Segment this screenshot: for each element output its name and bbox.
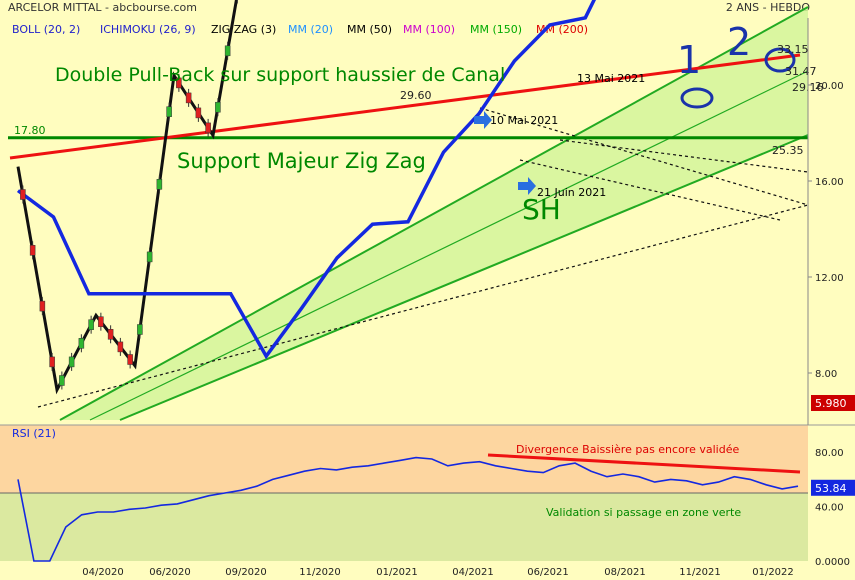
x-tick-label: 08/2021	[604, 567, 646, 578]
chart-title: ARCELOR MITTAL - abcbourse.com	[8, 1, 197, 14]
red-trendline	[9, 53, 801, 160]
candle-body	[176, 77, 182, 89]
level-note: 33.15	[777, 43, 809, 56]
annotation: SH	[522, 193, 561, 226]
x-tick-label: 04/2020	[82, 567, 124, 578]
candle-body	[98, 316, 104, 327]
channel-upper-line	[59, 6, 809, 421]
x-tick-label: 11/2020	[299, 567, 341, 578]
rsi-line	[17, 456, 799, 562]
indicator-legend: BOLL (20, 2) ICHIMOKU (26, 9) ZIG ZAG (3) M…	[12, 23, 588, 36]
arrow-icon	[518, 177, 536, 195]
candle-body	[185, 92, 192, 104]
x-tick-label: 06/2021	[527, 567, 569, 578]
candle-body	[127, 354, 133, 365]
trend-dashed-3	[519, 159, 781, 221]
candle-body	[117, 341, 124, 353]
legend-item: MM (150)	[470, 23, 522, 36]
x-tick-label: 04/2021	[452, 567, 494, 578]
axes: 8.0012.0016.0020.0024.0028.0032.0033.012…	[82, 18, 855, 578]
level-note: 25.35	[772, 144, 804, 157]
chart-period: 2 ANS - HEBDO	[726, 1, 810, 14]
x-tick-label: 06/2020	[149, 567, 191, 578]
candle-body	[20, 189, 26, 200]
rsi-pane: RSI (21) Divergence Baissière pas encore …	[0, 427, 855, 568]
candle-body	[49, 356, 55, 368]
y-tick-label: 12.00	[815, 273, 844, 284]
legend-item: MM (100)	[403, 23, 455, 36]
annotation: 13 Mai 2021	[577, 72, 645, 85]
level-label: 17.80	[14, 124, 46, 137]
y-tick-label: 16.00	[815, 177, 844, 188]
x-tick-label: 11/2021	[679, 567, 721, 578]
rsi-oversold-zone	[0, 493, 808, 561]
circle-marker-1	[680, 87, 714, 109]
annotation: 10 Mai 2021	[490, 114, 558, 127]
rsi-label: RSI (21)	[12, 427, 56, 440]
annotation: Double Pull-Back sur support haussier de…	[55, 64, 505, 86]
channel-mid-line	[89, 70, 809, 421]
zigzag-line	[16, 0, 238, 395]
candle-body	[156, 179, 163, 190]
x-tick-label: 09/2020	[225, 567, 267, 578]
circle-marker-2	[764, 47, 796, 73]
rsi-tick-label: 0.0000	[815, 557, 850, 568]
candle-body	[137, 324, 143, 335]
legend-item: MM (50)	[347, 23, 392, 36]
x-tick-label: 01/2022	[752, 567, 794, 578]
candle-body	[88, 319, 94, 330]
rsi-tick-label: 80.00	[815, 448, 844, 459]
legend-item: MM (20)	[288, 23, 333, 36]
rsi-divergence-line	[487, 453, 801, 474]
price-tag-label: 5.980	[815, 397, 847, 410]
y-tick-label: 8.00	[815, 369, 837, 380]
rsi-note: Divergence Baissière pas encore validée	[516, 443, 739, 456]
candle-body	[59, 375, 65, 386]
arrow-icon	[474, 111, 492, 129]
ichimoku-line	[16, 0, 597, 360]
rsi-note: Validation si passage en zone verte	[546, 506, 741, 519]
y-tick-label: 20.00	[815, 81, 844, 92]
channel-lower-line	[119, 134, 809, 421]
rsi-current-tag	[811, 479, 855, 496]
candle-body	[166, 106, 172, 117]
annotation: 1	[677, 38, 701, 82]
trend-support-dashed	[37, 204, 809, 408]
candle-body	[146, 251, 153, 263]
annotation: 21 Juin 2021	[537, 186, 606, 199]
price-tag	[811, 395, 855, 411]
candle-body	[29, 245, 36, 256]
candle-body	[78, 338, 85, 349]
annotation: 2	[727, 20, 751, 64]
rsi-tick-label: 40.00	[815, 503, 844, 514]
candle-body	[195, 107, 202, 119]
legend-item: ICHIMOKU (26, 9)	[100, 23, 196, 36]
candle-body	[68, 356, 75, 368]
annotation: Support Majeur Zig Zag	[177, 149, 426, 173]
level-note: 29.60	[400, 89, 432, 102]
candle-body	[39, 300, 46, 312]
candle-body	[107, 329, 114, 340]
level-note: 31.47	[785, 65, 817, 78]
rsi-current-label: 53.84	[815, 482, 847, 495]
x-tick-label: 01/2021	[376, 567, 418, 578]
candle-body	[215, 101, 221, 113]
candle-body	[224, 45, 231, 57]
legend-item: ZIG ZAG (3)	[211, 23, 276, 36]
candle-body	[205, 122, 211, 134]
legend-item: BOLL (20, 2)	[12, 23, 80, 36]
